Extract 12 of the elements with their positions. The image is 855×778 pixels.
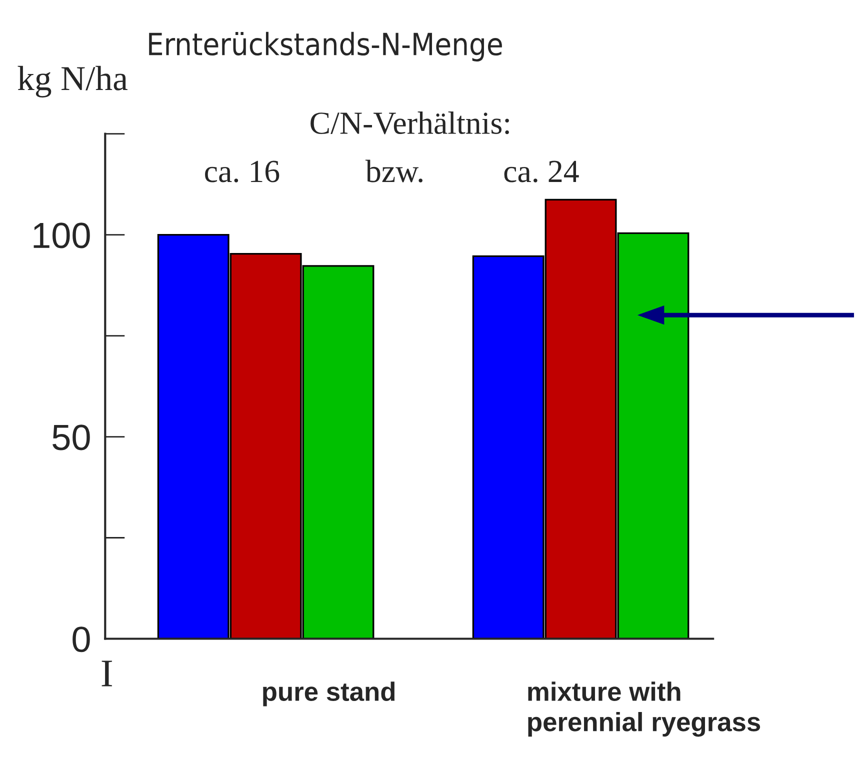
y-tick-label: 50 bbox=[52, 424, 90, 450]
y-axis-title: kg N/ha bbox=[18, 66, 128, 98]
chart-title: Ernterückstands-N-Menge bbox=[149, 32, 502, 62]
annotation: ca. 16 bbox=[205, 160, 280, 182]
y-tick-label: 100 bbox=[34, 222, 90, 248]
annotation: C/N-Verhältnis: bbox=[310, 112, 509, 134]
x-tick-label: mixture with perennial ryegrass bbox=[528, 682, 760, 737]
annotation: ca. 24 bbox=[504, 160, 579, 182]
text: I bbox=[102, 660, 112, 686]
annotation: bzw. bbox=[365, 160, 422, 182]
x-tick-label: pure stand bbox=[263, 682, 395, 706]
y-tick-label: 0 bbox=[72, 626, 90, 652]
